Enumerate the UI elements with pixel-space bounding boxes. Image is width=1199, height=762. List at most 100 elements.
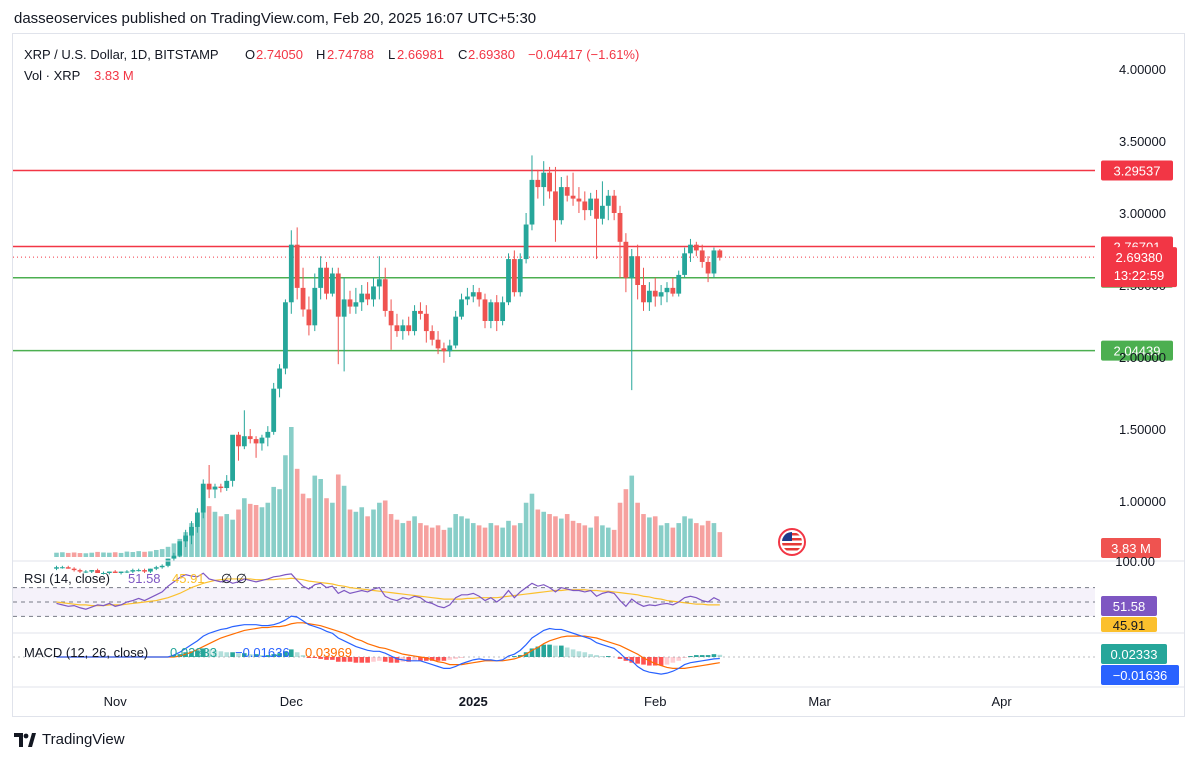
candle-body	[435, 339, 441, 349]
volume-bar	[212, 511, 218, 557]
candle-body	[535, 179, 541, 188]
macd-histogram-bar	[705, 655, 711, 657]
time-axis-tick: Dec	[280, 694, 304, 709]
candle-body	[400, 325, 406, 332]
macd-histogram-bar	[259, 655, 265, 657]
macd-histogram-bar	[412, 657, 417, 661]
macd-histogram-bar	[459, 657, 464, 658]
macd-histogram-bar	[629, 657, 635, 663]
volume-bar	[224, 514, 230, 557]
macd-histogram-bar	[711, 654, 717, 657]
macd-histogram-bar	[670, 657, 676, 663]
volume-bar	[265, 502, 271, 557]
candle-body	[605, 195, 611, 206]
macd-histogram-bar	[694, 655, 699, 657]
candle-body	[65, 567, 71, 569]
candle-body	[412, 310, 417, 332]
level-badge	[1101, 160, 1173, 181]
candle-body	[230, 434, 235, 481]
volume-bar	[277, 489, 282, 557]
macd-label: MACD (12, 26, close)	[24, 645, 148, 660]
volume-bar	[206, 506, 212, 557]
rsi-legend: RSI (14, close) 51.58 45.91 ∅ ∅	[24, 571, 247, 586]
rsi-extra: ∅ ∅	[221, 571, 247, 586]
us-flag-icon[interactable]	[778, 528, 806, 556]
volume-bar	[306, 498, 312, 557]
volume-bar	[576, 523, 582, 557]
level-badge-label: 2.04439	[1114, 344, 1161, 359]
signal-badge-value: −0.01636	[1113, 668, 1168, 683]
volume-bar	[512, 525, 517, 557]
volume-bar	[65, 552, 71, 557]
volume-bar	[523, 502, 529, 557]
candle-body	[447, 345, 453, 352]
macd-histogram-bar	[382, 657, 388, 662]
candle-body	[658, 292, 664, 297]
candle-body	[54, 567, 59, 569]
candle-body	[324, 267, 329, 294]
candle-body	[159, 565, 165, 568]
volume-bar	[635, 502, 640, 557]
candle-body	[83, 571, 89, 573]
macd-histogram-bar	[230, 652, 235, 657]
candle-body	[288, 244, 294, 303]
chart-frame[interactable]	[12, 33, 1185, 717]
macd-histogram-bar	[418, 657, 423, 661]
candle-body	[189, 526, 194, 536]
candle-body	[705, 261, 711, 274]
candle-body	[294, 244, 300, 288]
volume-bar	[482, 527, 488, 557]
volume-bar	[453, 514, 458, 557]
volume-bar	[71, 552, 77, 557]
macd-histogram-bar	[424, 657, 429, 661]
close-label: C	[458, 47, 467, 62]
macd-histogram-bar	[453, 657, 458, 659]
rsi-panel	[13, 572, 1095, 617]
macd-signal-line	[56, 622, 720, 670]
macd-histogram-bar	[277, 653, 282, 657]
macd-histogram-bar	[582, 652, 588, 657]
candle-body	[582, 201, 588, 211]
volume-bar	[418, 523, 423, 557]
volume-bar	[429, 527, 435, 557]
candle-body	[365, 293, 371, 300]
candle-body	[688, 244, 693, 254]
candle-body	[635, 256, 641, 285]
volume-bar	[676, 523, 682, 557]
time-axis-tick: 2025	[459, 694, 488, 709]
rsi-line	[56, 572, 721, 610]
volume-bar	[77, 553, 83, 557]
candle-body	[382, 279, 388, 311]
volume-bar	[341, 485, 347, 557]
macd-histogram-bar	[236, 653, 241, 657]
macd-histogram-bar	[594, 655, 599, 657]
volume-bar	[717, 532, 723, 557]
price-axis-tick: 1.50000	[1119, 422, 1166, 437]
volume-bar	[159, 549, 165, 557]
volume-bar	[236, 509, 241, 557]
candle-body	[576, 198, 582, 202]
macd-histogram-bar	[212, 650, 218, 657]
macd-histogram-bar	[435, 657, 441, 661]
macd-histogram-bar	[541, 644, 547, 657]
volume-bar	[54, 552, 59, 557]
candle-body	[441, 348, 447, 352]
macd-histogram-bar	[529, 648, 535, 657]
volume-bar	[435, 525, 441, 557]
candle-body	[200, 483, 206, 513]
candle-body	[482, 299, 488, 321]
macd-histogram-bar	[294, 652, 300, 657]
time-axis[interactable]: Nov Dec 2025 Feb Mar Apr	[104, 694, 1013, 709]
open-value: 2.74050	[256, 47, 303, 62]
volume-bar	[289, 427, 294, 557]
macd-histogram-bar	[318, 657, 323, 659]
volume-bar	[118, 552, 124, 557]
volume-bar	[647, 517, 652, 557]
candle-body	[341, 299, 347, 317]
macd-histogram-bar	[570, 649, 576, 657]
time-axis-tick: Mar	[808, 694, 831, 709]
macd-histogram-bar	[588, 654, 593, 657]
candle-body	[112, 571, 118, 573]
